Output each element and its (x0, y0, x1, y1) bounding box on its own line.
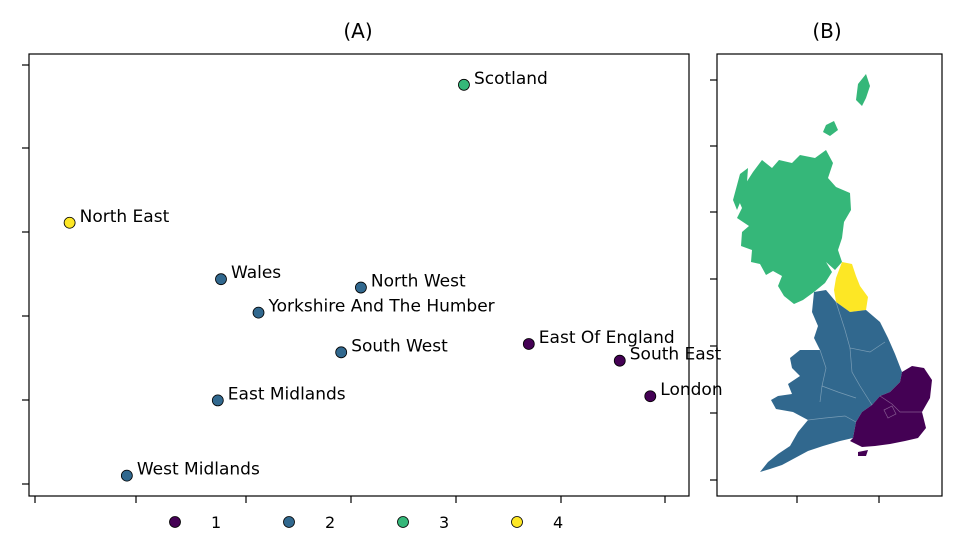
point-label-south-east: South East (630, 345, 722, 365)
region-map (710, 53, 943, 503)
legend: 1 2 3 4 (169, 513, 563, 532)
map-region-scotland-hebrides (733, 168, 748, 210)
point-label-north-west: North West (371, 272, 466, 292)
map-boundaries (807, 301, 922, 423)
scatter-ticks (22, 64, 666, 503)
legend-label-3: 3 (439, 513, 449, 532)
point-label-east-midlands: East Midlands (228, 384, 346, 404)
point-wales (215, 273, 227, 286)
point-south-east (613, 354, 626, 367)
legend-marker-3 (397, 516, 409, 528)
map-region-north-east (834, 262, 868, 312)
point-north-east (63, 216, 76, 229)
legend-marker-4 (511, 516, 523, 528)
map-region-scotland-shetland (856, 74, 870, 106)
scatter-axes-frame (28, 53, 690, 497)
point-west-midlands (120, 469, 133, 482)
map-region-isle-of-wight (858, 450, 868, 456)
point-east-of-england (522, 338, 535, 350)
boundary-south-west (807, 415, 857, 423)
boundary-wales-midlands (819, 349, 827, 403)
legend-label-1: 1 (211, 513, 221, 532)
point-label-north-east: North East (80, 207, 170, 227)
point-label-london: London (660, 380, 722, 400)
boundary-midlands (821, 385, 857, 399)
map-region-scotland (736, 150, 851, 304)
map-region-cluster-2 (760, 290, 902, 472)
scatter-labels: Scotland North East Wales North West Yorkshi… (80, 69, 723, 480)
map-ticks (710, 79, 880, 503)
boundary-nw-yorks (835, 301, 886, 353)
boundary-midlands-east (849, 347, 873, 406)
point-yorkshire-and-the-humber (252, 306, 265, 319)
point-london (644, 390, 657, 403)
point-label-south-west: South West (351, 336, 448, 356)
panel-b-title: (B) (812, 19, 841, 43)
legend-marker-1 (169, 516, 181, 528)
legend-label-2: 2 (325, 513, 335, 532)
legend-label-4: 4 (553, 513, 563, 532)
map-shapes (733, 74, 932, 472)
legend-marker-2 (283, 516, 295, 528)
point-label-wales: Wales (231, 263, 281, 283)
scatter-plot: Scotland North East Wales North West Yorkshi… (22, 53, 723, 503)
map-region-scotland-orkney (823, 121, 838, 136)
point-east-midlands (211, 394, 224, 407)
map-axes-frame (716, 53, 943, 497)
boundary-east-south-east (879, 395, 922, 413)
point-south-west (335, 346, 348, 359)
panel-a-title: (A) (343, 19, 372, 43)
point-label-yorkshire-and-the-humber: Yorkshire And The Humber (268, 297, 495, 317)
scatter-points (63, 78, 657, 482)
point-label-scotland: Scotland (474, 69, 548, 89)
point-scotland (458, 78, 470, 91)
point-label-east-of-england: East Of England (539, 328, 675, 348)
boundary-london (883, 405, 897, 419)
point-north-west (355, 281, 367, 294)
point-label-west-midlands: West Midlands (137, 460, 260, 480)
map-region-cluster-1 (850, 366, 932, 447)
